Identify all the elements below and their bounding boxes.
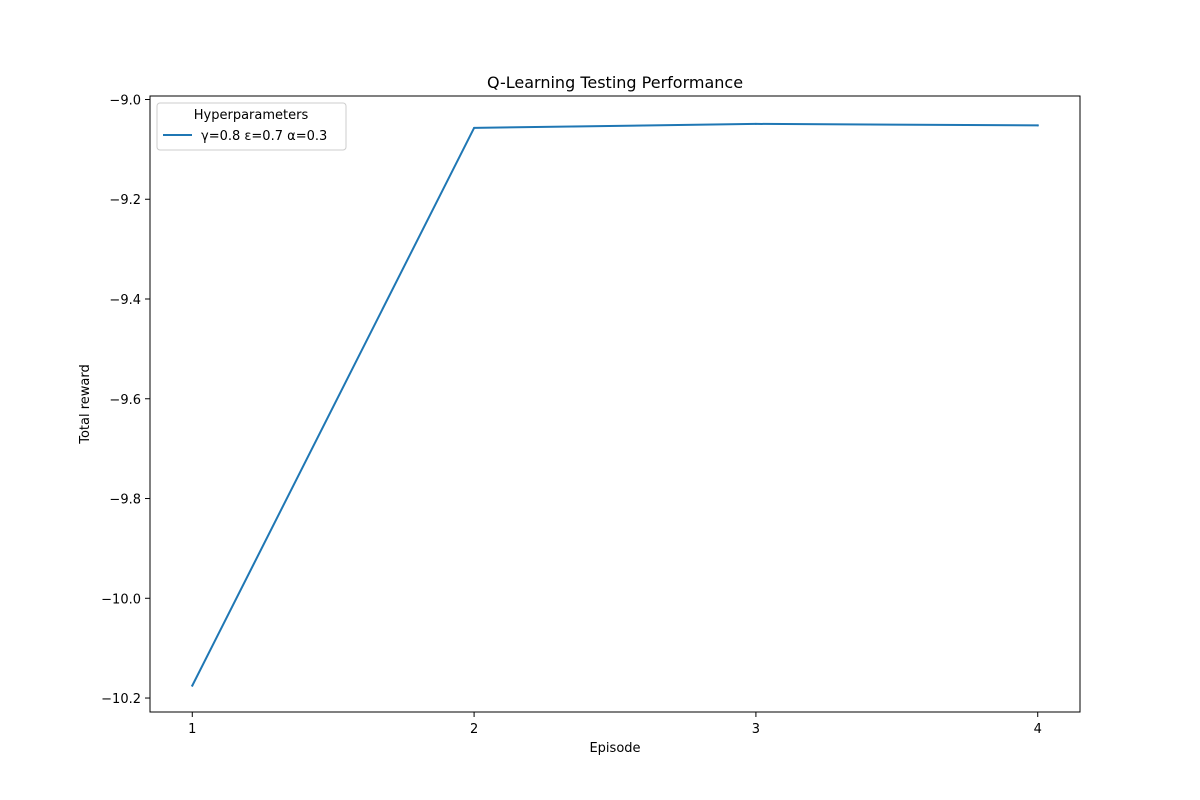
series-layer (190, 122, 1039, 687)
y-tick-label: −9.0 (109, 93, 141, 108)
plot-area-frame (149, 95, 1081, 713)
chart-title: Q-Learning Testing Performance (487, 73, 743, 92)
y-tick-label: −9.4 (109, 293, 141, 308)
x-axis-ticks: 1 2 3 4 (188, 712, 1042, 737)
series-point (754, 122, 757, 125)
series-point (473, 126, 476, 129)
series-point (191, 684, 194, 687)
y-axis-label: Total reward (78, 364, 93, 445)
legend-series-label: γ=0.8 ε=0.7 α=0.3 (201, 129, 327, 144)
x-axis-label: Episode (589, 741, 640, 756)
x-tick-label: 3 (752, 722, 760, 737)
y-axis-ticks: −9.0 −9.2 −9.4 −9.6 −9.8 −10.0 −10.2 (101, 93, 150, 707)
x-tick-label: 4 (1034, 722, 1042, 737)
y-tick-label: −10.0 (101, 592, 141, 607)
series-point (1036, 124, 1039, 127)
y-tick-label: −9.6 (109, 393, 141, 408)
series-line (190, 122, 1039, 687)
y-tick-label: −9.2 (109, 193, 141, 208)
legend-title: Hyperparameters (194, 108, 309, 123)
legend: Hyperparameters γ=0.8 ε=0.7 α=0.3 (156, 102, 347, 151)
x-tick-label: 1 (188, 722, 196, 737)
y-tick-label: −9.8 (109, 493, 141, 508)
y-tick-label: −10.2 (101, 692, 141, 707)
legend-box (156, 102, 347, 151)
x-tick-label: 2 (470, 722, 478, 737)
